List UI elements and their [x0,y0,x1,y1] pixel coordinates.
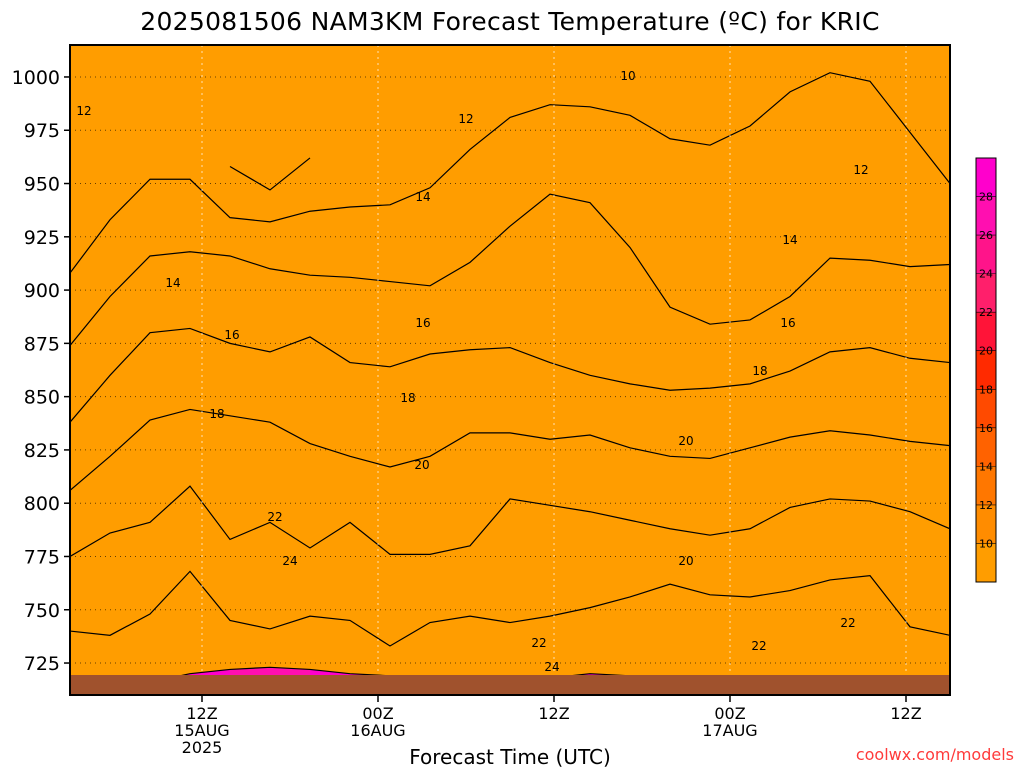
colorbar-label: 16 [979,422,993,435]
colorbar-swatch [976,312,996,351]
x-tick-label: 12Z [890,704,921,723]
x-tick-label: 00Z [714,704,745,723]
colorbar-swatch [976,389,996,428]
colorbar-swatch [976,504,996,544]
isotherm-label-18: 18 [752,364,767,378]
grid-lines [70,45,950,695]
y-tick-label: 775 [24,546,60,568]
isotherm-label-20: 20 [678,434,693,448]
chart-title: 2025081506 NAM3KM Forecast Temperature (… [140,7,879,36]
y-tick-label: 800 [24,493,60,515]
y-tick-label: 850 [24,387,60,409]
band-10 [70,45,950,689]
x-tick-label: 16AUG [350,721,405,740]
colorbar-label: 20 [979,345,993,358]
y-tick-label: 950 [24,174,60,196]
plot-area: 10 12 12 12 14 14 14 16 16 16 18 18 18 20 20 20 22 22 22 22… [70,45,950,695]
isotherm-label-16: 16 [224,328,239,342]
isotherm-22 [70,72,950,274]
y-tick-label: 975 [24,120,60,142]
isotherm-label-14: 14 [415,190,430,204]
x-tick-label: 12Z [186,704,217,723]
y-tick-label: 875 [24,333,60,355]
x-tick-label: 15AUG [174,721,229,740]
isotherm-18 [70,327,950,423]
isotherm-label-10: 10 [620,69,635,83]
colorbar-swatch [976,350,996,390]
colorbar-label: 12 [979,499,993,512]
isotherm-14 [70,485,950,557]
isotherm-labels: 10 12 12 12 14 14 14 16 16 16 18 18 18 20 20 20 22 22 22 22… [76,69,868,674]
y-tick-label: 825 [24,440,60,462]
colorbar-swatch [976,427,996,467]
colorbar: 10 12 14 16 18 20 22 24 26 28 [975,157,997,583]
isotherm-16 [70,408,950,491]
plot-frame [69,44,951,696]
colorbar-label: 28 [979,191,993,204]
credit-link[interactable]: coolwx.com/models [856,745,1014,764]
y-tick-label: 925 [24,227,60,249]
isotherm-label-14: 14 [165,276,180,290]
colorbar-frame [975,157,997,583]
y-tick-label: 900 [24,280,60,302]
isotherm-label-24: 24 [544,660,559,674]
isotherm-label-22: 22 [840,616,855,630]
isotherm-label-12: 12 [76,104,91,118]
ground-surface [70,675,950,695]
isotherm-label-16: 16 [780,316,795,330]
isotherm-label-12: 12 [853,163,868,177]
isotherm-12 [70,570,950,647]
x-axis-label: Forecast Time (UTC) [409,745,611,768]
colorbar-label: 22 [979,306,993,319]
colorbar-label: 10 [979,537,993,550]
colorbar-swatch [976,543,996,582]
y-tick-label: 1000 [12,67,60,89]
y-tick-label: 725 [24,653,60,675]
isotherm-24 [229,157,311,191]
colorbar-swatch [976,235,996,274]
isotherm-label-22: 22 [531,636,546,650]
colorbar-swatch [976,196,996,236]
y-axis: 725 750 775 800 825 850 875 900 925 950 975 1000 [12,67,70,675]
colorbar-swatch [976,466,996,505]
colorbar-swatch [976,158,996,197]
isotherm-label-20: 20 [678,554,693,568]
x-tick-label: 00Z [362,704,393,723]
colorbar-label: 14 [979,460,993,473]
isotherm-label-16: 16 [415,316,430,330]
colorbar-label: 26 [979,229,993,242]
isotherm-20 [70,193,950,346]
colorbar-label: 24 [979,268,993,281]
y-tick-label: 750 [24,600,60,622]
x-tick-label: 2025 [182,738,223,757]
isotherm-label-18: 18 [209,407,224,421]
isotherm-label-24: 24 [282,554,297,568]
colorbar-label: 18 [979,383,993,396]
isotherm-label-12: 12 [458,112,473,126]
isotherm-label-22: 22 [267,510,282,524]
colorbar-swatch [976,273,996,313]
x-tick-label: 17AUG [702,721,757,740]
isotherm-label-20: 20 [414,458,429,472]
isotherm-label-14: 14 [782,233,797,247]
x-tick-label: 12Z [538,704,569,723]
isotherm-label-18: 18 [400,391,415,405]
isotherm-label-22: 22 [751,639,766,653]
